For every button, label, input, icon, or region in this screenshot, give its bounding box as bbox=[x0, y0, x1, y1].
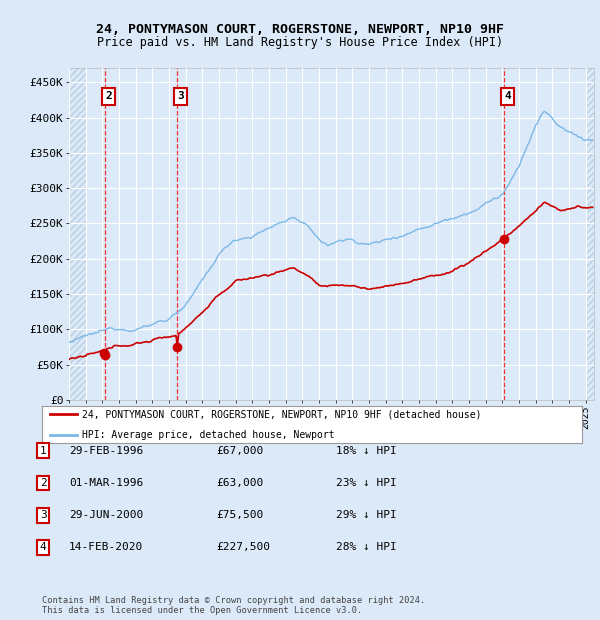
Text: 23% ↓ HPI: 23% ↓ HPI bbox=[336, 478, 397, 488]
Text: £63,000: £63,000 bbox=[216, 478, 263, 488]
Text: 3: 3 bbox=[177, 91, 184, 102]
Text: 3: 3 bbox=[40, 510, 47, 520]
Text: 29% ↓ HPI: 29% ↓ HPI bbox=[336, 510, 397, 520]
Text: 28% ↓ HPI: 28% ↓ HPI bbox=[336, 542, 397, 552]
Text: HPI: Average price, detached house, Newport: HPI: Average price, detached house, Newp… bbox=[83, 430, 335, 440]
Bar bbox=[586, 68, 594, 400]
Text: £75,500: £75,500 bbox=[216, 510, 263, 520]
Text: Contains HM Land Registry data © Crown copyright and database right 2024.
This d: Contains HM Land Registry data © Crown c… bbox=[42, 596, 425, 615]
Text: Price paid vs. HM Land Registry's House Price Index (HPI): Price paid vs. HM Land Registry's House … bbox=[97, 36, 503, 48]
Text: 24, PONTYMASON COURT, ROGERSTONE, NEWPORT, NP10 9HF: 24, PONTYMASON COURT, ROGERSTONE, NEWPOR… bbox=[96, 24, 504, 36]
Text: 29-FEB-1996: 29-FEB-1996 bbox=[69, 446, 143, 456]
Text: 2: 2 bbox=[40, 478, 47, 488]
Bar bbox=[69, 68, 86, 400]
Text: £67,000: £67,000 bbox=[216, 446, 263, 456]
Text: 14-FEB-2020: 14-FEB-2020 bbox=[69, 542, 143, 552]
Text: 2: 2 bbox=[105, 91, 112, 102]
Text: 18% ↓ HPI: 18% ↓ HPI bbox=[336, 446, 397, 456]
Text: 24, PONTYMASON COURT, ROGERSTONE, NEWPORT, NP10 9HF (detached house): 24, PONTYMASON COURT, ROGERSTONE, NEWPOR… bbox=[83, 409, 482, 419]
Text: 29-JUN-2000: 29-JUN-2000 bbox=[69, 510, 143, 520]
Text: 01-MAR-1996: 01-MAR-1996 bbox=[69, 478, 143, 488]
Text: 4: 4 bbox=[40, 542, 47, 552]
Text: £227,500: £227,500 bbox=[216, 542, 270, 552]
Text: 1: 1 bbox=[40, 446, 47, 456]
Text: 4: 4 bbox=[505, 91, 511, 102]
